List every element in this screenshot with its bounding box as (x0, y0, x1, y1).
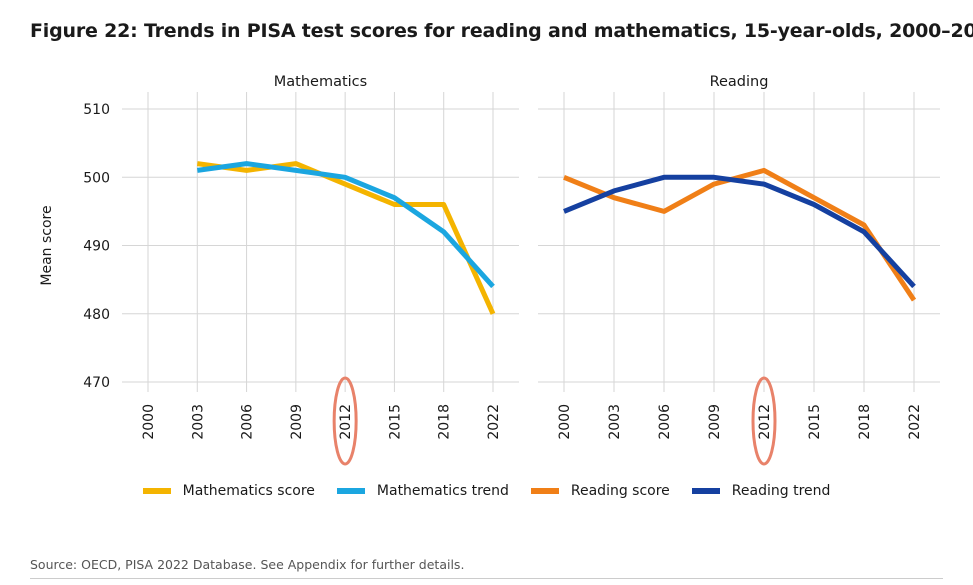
series-line-reading-score (563, 167, 917, 302)
y-axis-label: Mean score (39, 205, 55, 285)
x-tick-label-2003: 2003 (190, 404, 206, 440)
legend-item-reading-score: Reading score (530, 483, 670, 499)
figure-title: Figure 22: Trends in PISA test scores fo… (30, 20, 973, 42)
x-tick-label-2000: 2000 (557, 404, 573, 440)
x-tick-label-2006: 2006 (657, 404, 673, 440)
legend-swatch-mathematics-score (142, 488, 171, 494)
series-line-mathematics-score (196, 161, 496, 315)
pisa-trends-chart: 470 480 490 500 510 Mean score Mathematics 2000… (39, 74, 940, 466)
x-tick-label-2003: 2003 (607, 404, 623, 440)
panel-title-mathematics: Mathematics (274, 74, 367, 90)
chart-legend: Mathematics score Mathematics trend Read… (0, 483, 973, 499)
panel-title-reading: Reading (710, 74, 769, 90)
x-tick-label-2000: 2000 (141, 404, 157, 440)
source-note: Source: OECD, PISA 2022 Database. See Ap… (30, 557, 465, 572)
legend-swatch-mathematics-trend (336, 488, 365, 494)
x-tick-label-2022: 2022 (907, 404, 923, 440)
x-tick-label-2009: 2009 (707, 404, 723, 440)
y-tick-label: 500 (83, 170, 110, 186)
x-tick-label-2009: 2009 (289, 404, 305, 440)
footer-divider (30, 578, 943, 579)
x-tick-label-2015: 2015 (387, 404, 403, 440)
series-line-mathematics-trend (196, 161, 495, 289)
x-tick-label-2015: 2015 (807, 404, 823, 440)
y-tick-label: 490 (83, 239, 110, 255)
legend-item-mathematics-score: Mathematics score (142, 483, 315, 499)
x-tick-label-2012: 2012 (757, 404, 773, 440)
legend-label-reading-trend: Reading trend (731, 483, 831, 499)
y-tick-label: 480 (83, 307, 110, 323)
highlight-ellipse-2012 (751, 376, 777, 466)
y-tick-label: 470 (83, 375, 110, 391)
legend-label-mathematics-score: Mathematics score (182, 483, 315, 499)
legend-swatch-reading-score (530, 488, 559, 494)
legend-swatch-reading-trend (691, 488, 720, 494)
x-tick-label-2022: 2022 (486, 404, 502, 440)
x-tick-label-2018: 2018 (437, 404, 453, 440)
x-tick-label-2012: 2012 (338, 404, 354, 440)
legend-label-mathematics-trend: Mathematics trend (376, 483, 509, 499)
series-line-reading-trend (563, 174, 916, 289)
highlight-ellipse-2012 (332, 376, 358, 466)
y-tick-label: 510 (83, 102, 110, 118)
legend-item-mathematics-trend: Mathematics trend (336, 483, 509, 499)
legend-item-reading-trend: Reading trend (691, 483, 831, 499)
x-tick-label-2006: 2006 (240, 404, 256, 440)
legend-label-reading-score: Reading score (570, 483, 670, 499)
x-tick-label-2018: 2018 (857, 404, 873, 440)
